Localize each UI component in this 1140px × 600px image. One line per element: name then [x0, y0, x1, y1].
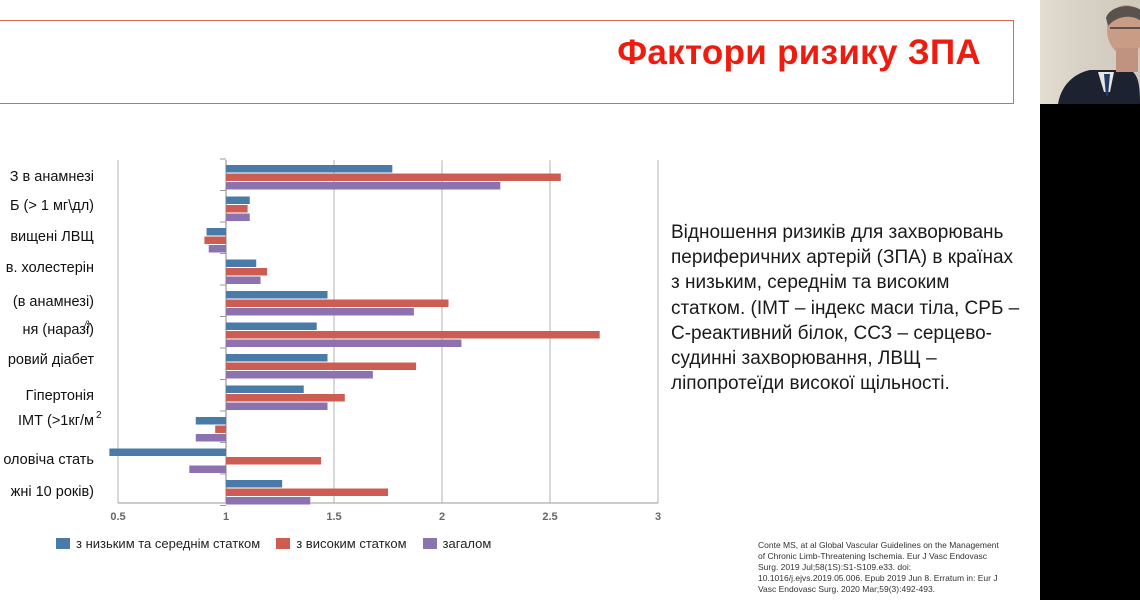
- bar: [226, 354, 328, 362]
- bar: [226, 268, 268, 276]
- category-label: оловіча стать: [3, 452, 94, 468]
- bar: [226, 196, 250, 204]
- bar: [226, 213, 250, 221]
- bar: [226, 362, 417, 370]
- legend-item-overall: загалом: [422, 536, 492, 551]
- bar: [226, 385, 304, 393]
- bar: [226, 299, 449, 307]
- bar: [226, 173, 561, 181]
- category-label: жні 10 років): [11, 484, 94, 500]
- bar: [189, 465, 226, 473]
- bar: [226, 339, 462, 347]
- bar: [226, 488, 388, 496]
- category-label: Б (> 1 мг\дл): [10, 198, 94, 214]
- bar: [226, 480, 283, 488]
- chart-legend: з низьким та середнім статком з високим …: [56, 536, 507, 551]
- video-panel: [1040, 0, 1140, 600]
- webcam-feed: [1040, 0, 1140, 104]
- x-tick-label: 0.5: [110, 511, 125, 523]
- slide-title: Фактори ризику ЗПА: [617, 33, 981, 72]
- superscript-mark: 2: [96, 410, 102, 421]
- bar: [226, 291, 328, 299]
- category-label: в. холестерін: [6, 260, 94, 276]
- category-label: ня (наразі): [23, 322, 94, 338]
- category-label: ІМТ (>1кг/м: [18, 413, 94, 429]
- bar: [226, 322, 317, 330]
- bar: [226, 402, 328, 410]
- category-label: (в анамнезі): [13, 294, 94, 310]
- legend-item-low-middle: з низьким та середнім статком: [56, 536, 260, 551]
- bar: [226, 205, 248, 213]
- bar: [109, 448, 226, 456]
- x-tick-label: 1.5: [326, 511, 341, 523]
- x-tick-label: 2.5: [542, 511, 557, 523]
- legend-item-high: з високим статком: [276, 536, 407, 551]
- x-tick-label: 1: [223, 511, 229, 523]
- footnote-mark: /): [83, 320, 90, 331]
- bar: [226, 308, 414, 316]
- legend-swatch-overall: [422, 538, 437, 549]
- bar: [226, 331, 600, 339]
- bar: [226, 497, 311, 505]
- x-tick-label: 2: [439, 511, 445, 523]
- bar: [195, 434, 226, 442]
- category-label: Гіпертонія: [26, 388, 94, 404]
- risk-factor-chart: 0.5 1 1.5 2 2.5 3 З в анамнезі Б (> 1 мг\дл) вищ…: [3, 158, 661, 523]
- category-label: ровий діабет: [8, 352, 95, 368]
- bar: [226, 182, 501, 190]
- bar: [226, 394, 345, 402]
- legend-swatch-low-middle: [56, 538, 70, 549]
- bar: [226, 165, 393, 173]
- citation-text: Conte MS, at al Global Vascular Guidelin…: [758, 540, 999, 594]
- bar: [208, 245, 226, 253]
- bar: [226, 259, 257, 267]
- legend-label-low-middle: з низьким та середнім статком: [76, 536, 261, 551]
- bar: [204, 236, 226, 244]
- bar: [226, 457, 322, 465]
- category-label: З в анамнезі: [10, 169, 94, 185]
- bar: [226, 276, 261, 284]
- bar: [195, 417, 226, 425]
- category-label: вищені ЛВЩ: [10, 229, 94, 245]
- bar: [215, 425, 226, 433]
- bar: [226, 371, 373, 379]
- presenter-silhouette: [1058, 5, 1140, 104]
- legend-label-overall: загалом: [442, 536, 492, 551]
- x-tick-label: 3: [655, 511, 661, 523]
- legend-swatch-high: [276, 538, 291, 549]
- title-bar: Фактори ризику ЗПА: [0, 20, 1014, 104]
- slide-description: Відношення ризиків для захворювань периф…: [671, 222, 1020, 395]
- bar: [206, 228, 226, 236]
- legend-label-high: з високим статком: [296, 536, 407, 551]
- presentation-slide: Фактори ризику ЗПА 0.5 1 1.5 2 2.5 3 З в анамн…: [0, 20, 1020, 594]
